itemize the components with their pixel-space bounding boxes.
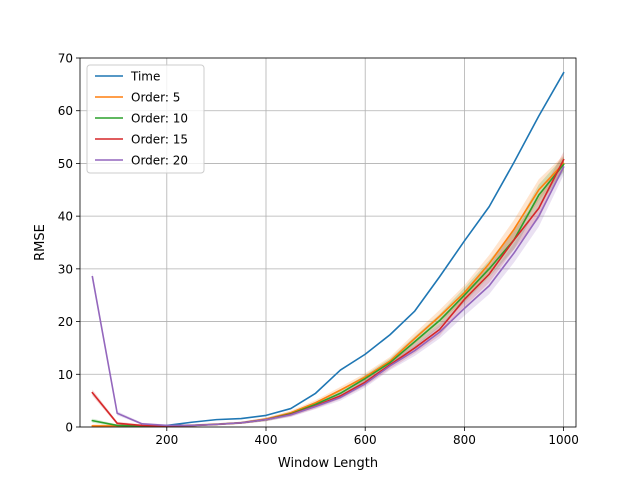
legend-item-order-15: Order: 15: [95, 133, 188, 147]
series-line-order-20: [91, 166, 565, 427]
y-axis-label: RMSE: [33, 224, 48, 261]
x-axis-label: Window Length: [278, 456, 378, 471]
legend-label: Order: 20: [131, 154, 188, 168]
y-tick-label: 30: [58, 262, 73, 276]
x-tick-label: 400: [255, 433, 278, 447]
y-tick-label: 0: [65, 421, 73, 435]
legend-item-order-5: Order: 5: [95, 91, 180, 105]
y-axis-ticks: 0 10 20 30 40 50 60 70: [58, 52, 80, 435]
y-tick-label: 10: [58, 368, 73, 382]
legend-label: Order: 5: [131, 91, 180, 105]
axes-frame: [79, 57, 577, 428]
x-tick-label: 200: [155, 433, 178, 447]
x-tick-label: 800: [453, 433, 476, 447]
legend-box: [86, 64, 205, 174]
series-line-time: [165, 71, 565, 427]
band-order-10: [92, 156, 564, 427]
series-lines: [91, 71, 565, 427]
legend-item-order-20: Order: 20: [95, 154, 188, 168]
legend-label: Order: 15: [131, 133, 188, 147]
x-tick-label: 600: [354, 433, 377, 447]
y-tick-label: 20: [58, 315, 73, 329]
y-tick-label: 70: [58, 52, 73, 66]
y-tick-label: 60: [58, 104, 73, 118]
y-tick-label: 50: [58, 157, 73, 171]
legend-label: Order: 10: [131, 112, 188, 126]
legend-item-order-10: Order: 10: [95, 112, 188, 126]
y-tick-label: 40: [58, 210, 73, 224]
legend-item-time: Time: [95, 70, 160, 84]
x-tick-label: 1000: [548, 433, 579, 447]
x-axis-ticks: 200 400 600 800 1000: [155, 427, 579, 447]
legend: Time Order: 5 Order: 10 Order: 15 Order: 20: [86, 64, 205, 174]
band-order-5: [92, 155, 564, 427]
legend-label: Time: [130, 70, 160, 84]
